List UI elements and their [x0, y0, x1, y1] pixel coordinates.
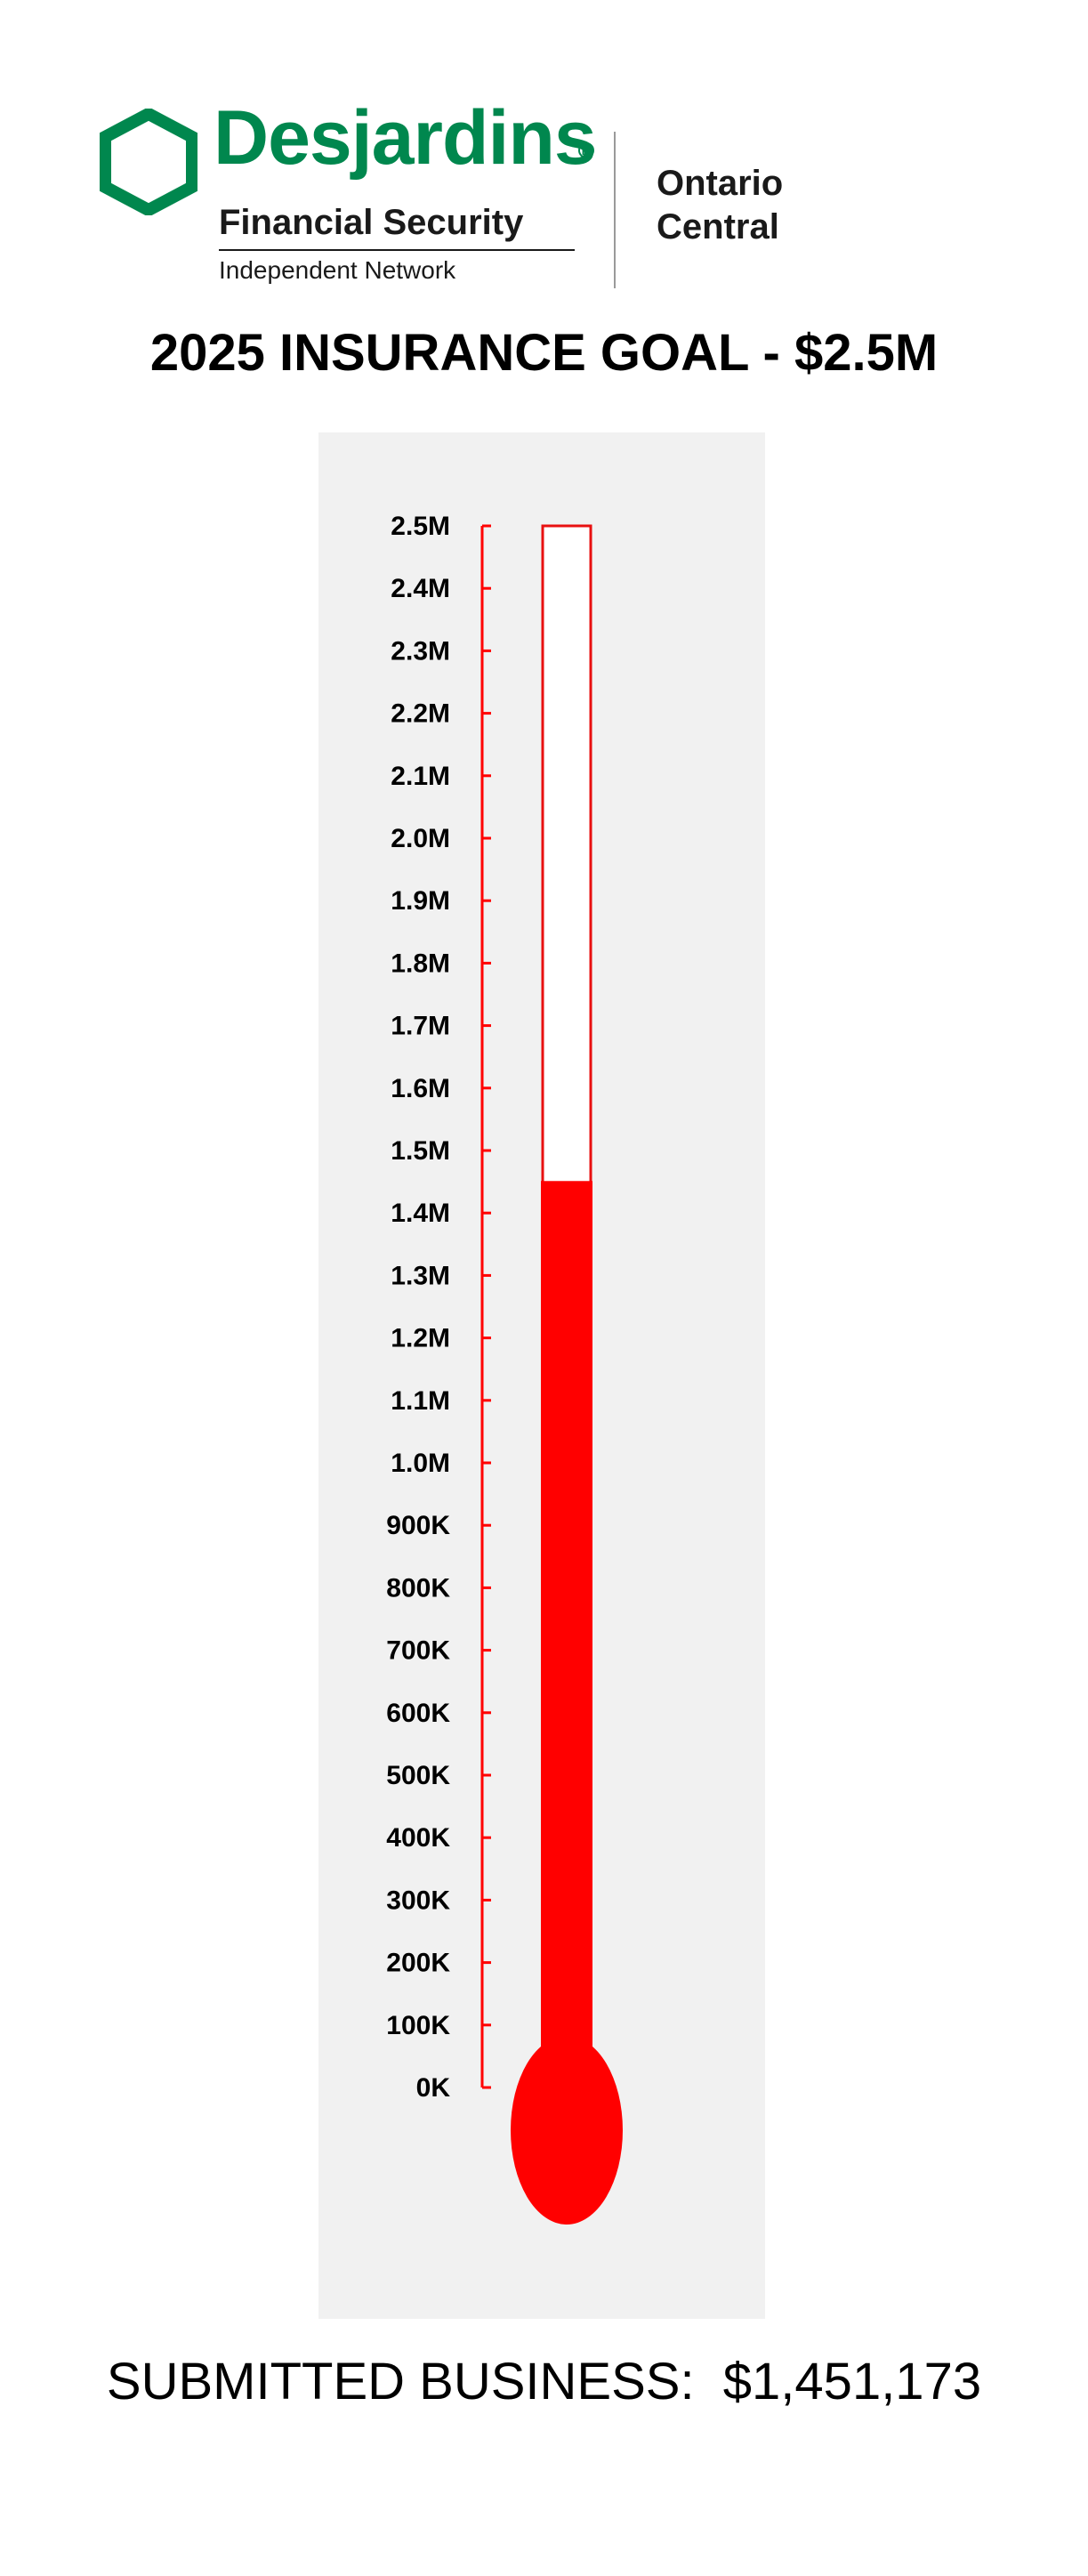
- scale-tick-label: 1.9M: [391, 886, 450, 916]
- registered-mark: R: [578, 142, 594, 158]
- brand-underline: [219, 249, 575, 251]
- region-line-2: Central: [657, 206, 779, 246]
- submitted-amount: $1,451,173: [722, 2353, 982, 2410]
- goal-title: 2025 INSURANCE GOAL - $2.5M: [149, 324, 939, 382]
- scale-tick-label: 1.1M: [391, 1386, 450, 1416]
- scale-tick-label: 2.5M: [391, 512, 450, 541]
- brand-name: Desjardins: [214, 95, 597, 181]
- hexagon-logo-icon: [100, 109, 197, 215]
- scale-tick-label: 1.7M: [391, 1012, 450, 1041]
- region-name: Ontario Central: [657, 162, 783, 249]
- logo-divider: [614, 132, 616, 288]
- scale-tick-label: 1.6M: [391, 1074, 450, 1103]
- thermometer-fill: [541, 1181, 592, 2130]
- scale-tick-label: 200K: [386, 1949, 450, 1978]
- scale-tick-label: 300K: [386, 1886, 450, 1915]
- thermometer-bulb: [511, 2036, 623, 2225]
- region-line-1: Ontario: [657, 164, 784, 203]
- brand-subtitle: Financial Security: [219, 203, 524, 242]
- scale-tick-label: 800K: [386, 1573, 450, 1603]
- scale-tick-label: 400K: [386, 1823, 450, 1853]
- scale-tick-label: 2.0M: [391, 824, 450, 853]
- scale-tick-label: 1.5M: [391, 1136, 450, 1166]
- scale-tick-label: 1.2M: [391, 1324, 450, 1353]
- scale-tick-label: 2.2M: [391, 699, 450, 729]
- scale-tick-label: 1.3M: [391, 1261, 450, 1290]
- scale-tick-label: 2.3M: [391, 636, 450, 666]
- desjardins-logo: Desjardins R Financial Security Independ…: [100, 100, 829, 301]
- scale-tick-label: 2.1M: [391, 762, 450, 791]
- scale-tick-label: 0K: [416, 2073, 451, 2103]
- scale-tick-label: 1.0M: [391, 1449, 450, 1478]
- scale-tick-label: 700K: [386, 1636, 450, 1666]
- scale-tick-label: 100K: [386, 2011, 450, 2040]
- scale-tick-label: 1.4M: [391, 1199, 450, 1228]
- scale-tick-label: 600K: [386, 1699, 450, 1728]
- scale-tick-label: 500K: [386, 1761, 450, 1790]
- brand-network: Independent Network: [219, 256, 456, 284]
- scale-tick-label: 1.8M: [391, 949, 450, 978]
- thermometer-chart: 0K 100K 200K 300K 400K 500K 600K 700K 800K 900K 1.…: [386, 512, 623, 2225]
- submitted-business: SUBMITTED BUSINESS: $1,451,173: [0, 2356, 1088, 2408]
- scale-tick-label: 2.4M: [391, 574, 450, 603]
- scale-tick-label: 900K: [386, 1511, 450, 1540]
- submitted-label: SUBMITTED BUSINESS:: [106, 2353, 695, 2410]
